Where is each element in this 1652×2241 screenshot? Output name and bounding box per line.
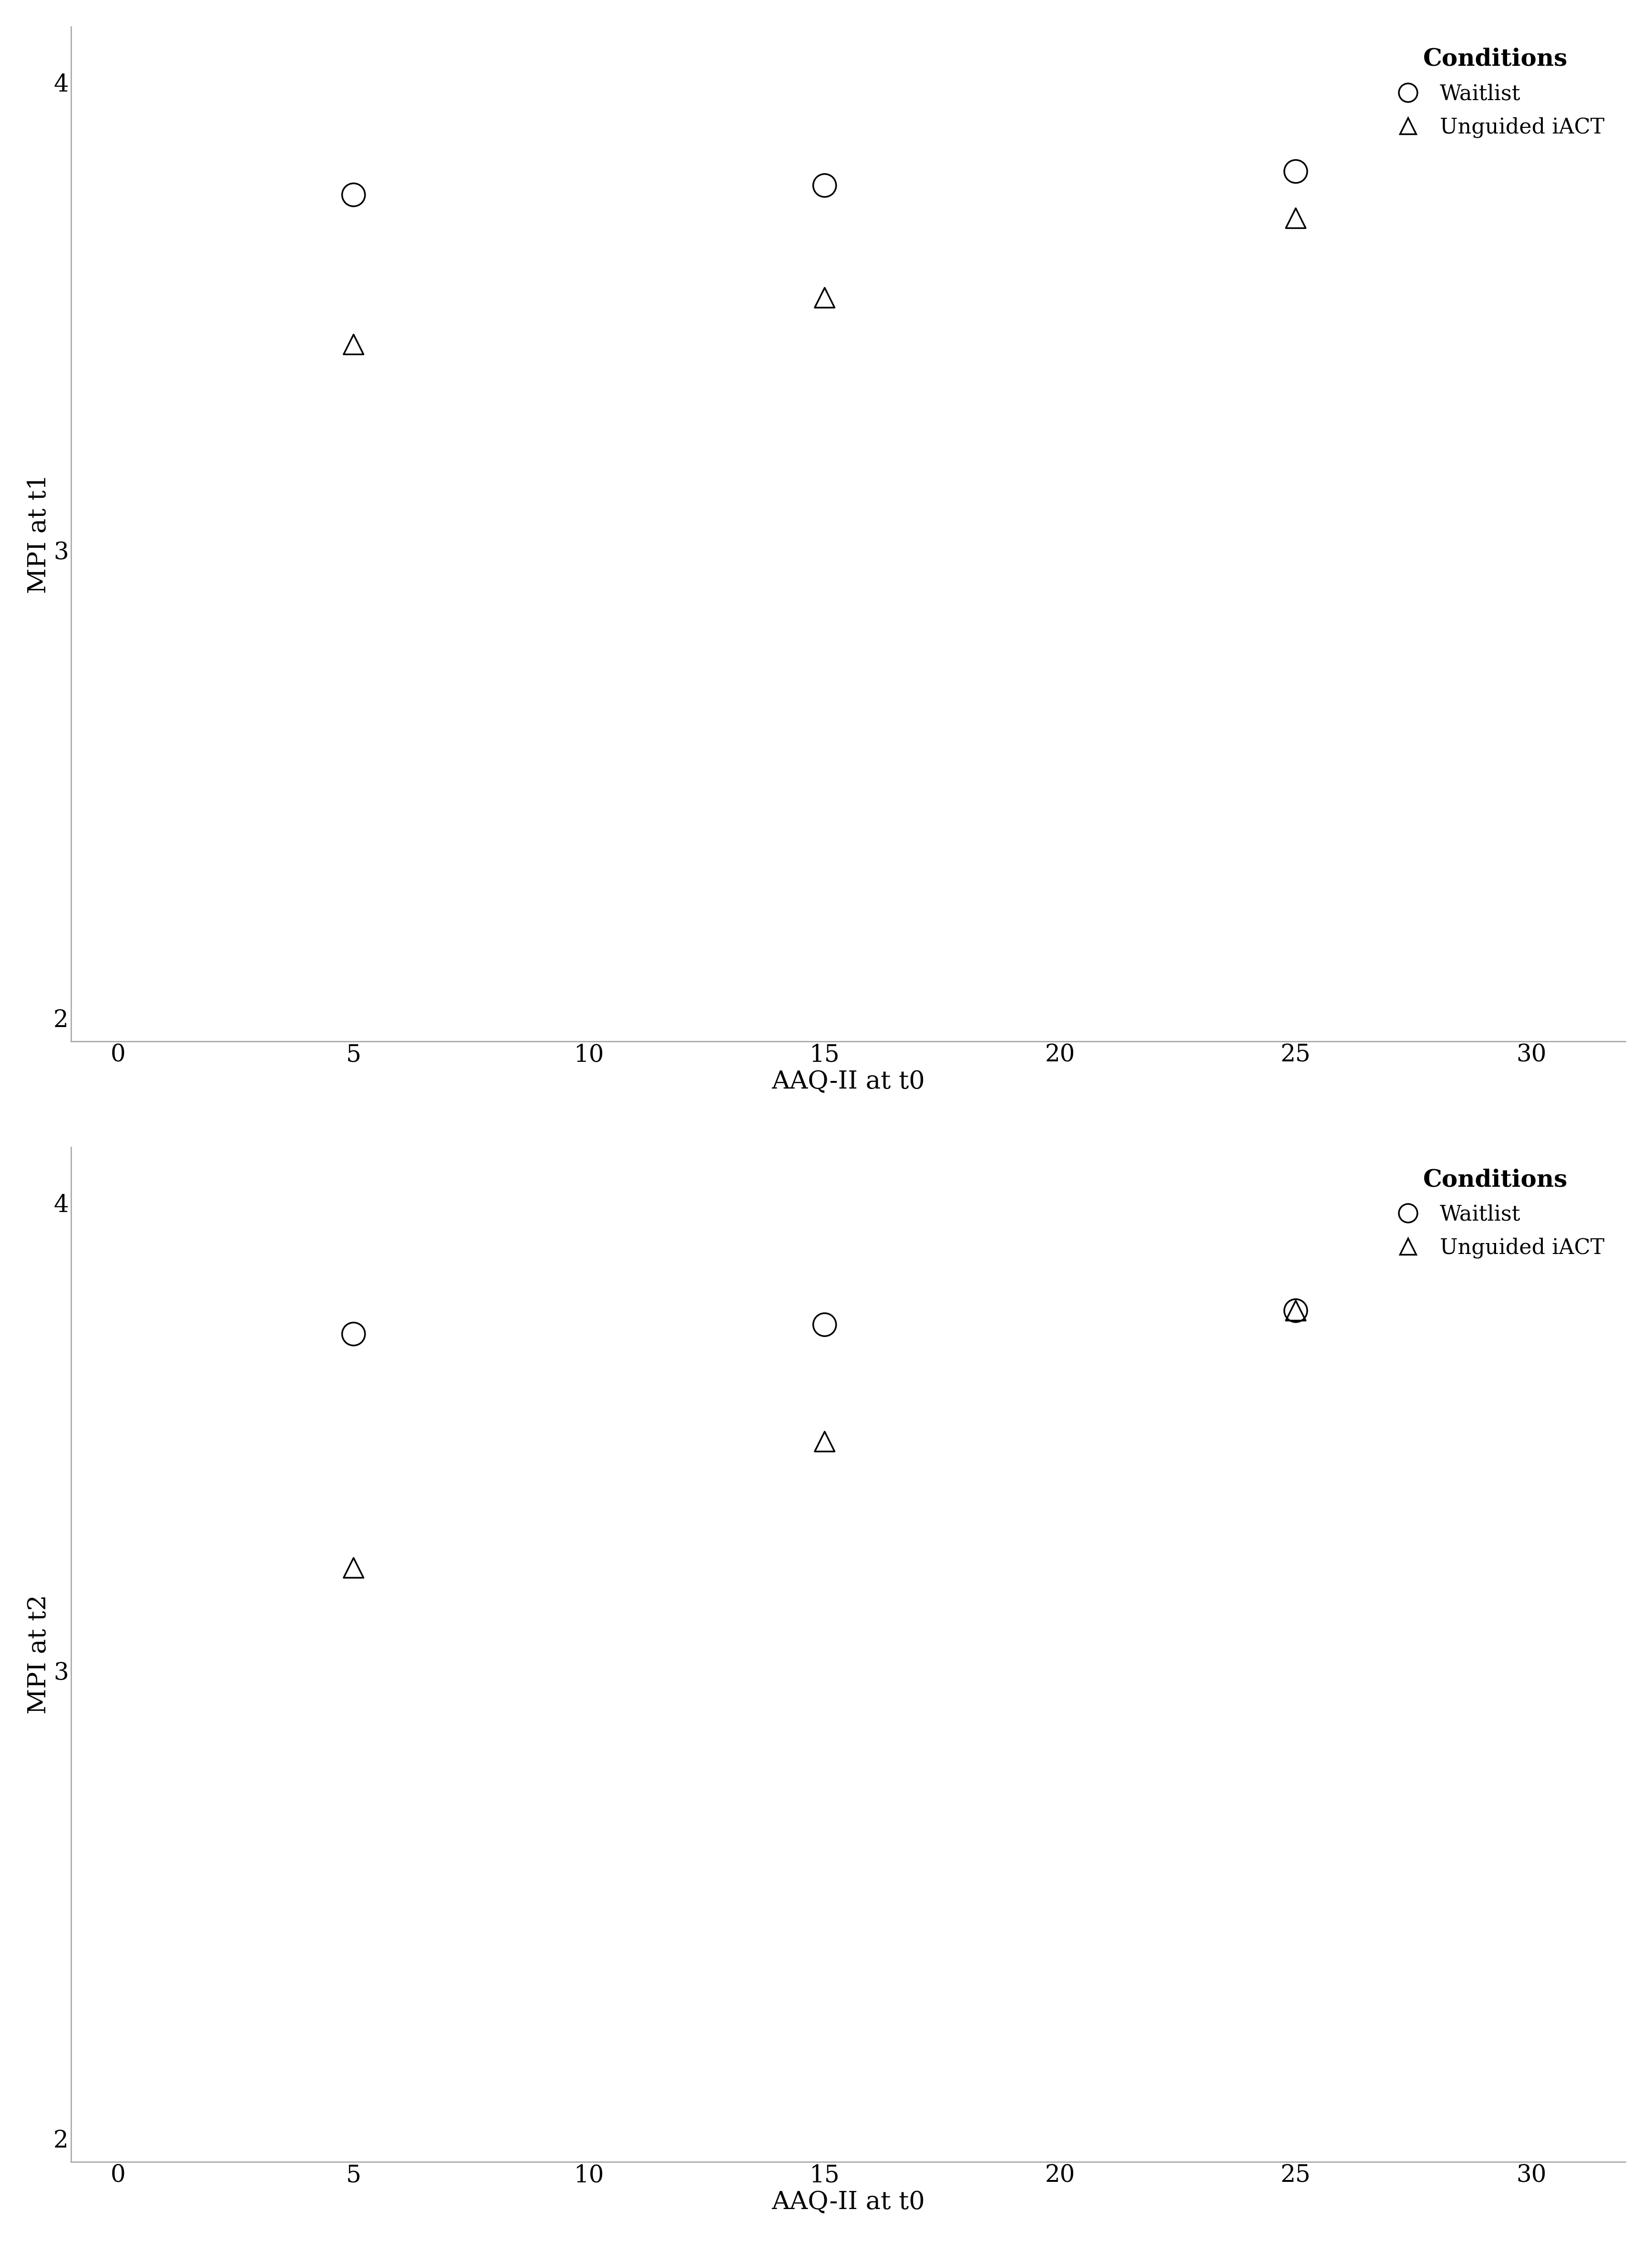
Y-axis label: MPI at t2: MPI at t2 bbox=[26, 1596, 51, 1714]
Legend: Waitlist, Unguided iACT: Waitlist, Unguided iACT bbox=[1376, 38, 1616, 148]
Point bbox=[811, 1307, 838, 1342]
Point bbox=[340, 327, 367, 363]
Y-axis label: MPI at t1: MPI at t1 bbox=[26, 475, 51, 594]
Point bbox=[811, 280, 838, 316]
Point bbox=[1282, 155, 1308, 190]
Point bbox=[340, 1315, 367, 1351]
Point bbox=[340, 177, 367, 213]
Point bbox=[1282, 199, 1308, 235]
Point bbox=[811, 168, 838, 204]
Point bbox=[1282, 1293, 1308, 1329]
X-axis label: AAQ-II at t0: AAQ-II at t0 bbox=[771, 1069, 925, 1094]
Legend: Waitlist, Unguided iACT: Waitlist, Unguided iACT bbox=[1376, 1159, 1616, 1268]
Point bbox=[811, 1423, 838, 1459]
Point bbox=[1282, 1293, 1308, 1329]
X-axis label: AAQ-II at t0: AAQ-II at t0 bbox=[771, 2189, 925, 2214]
Point bbox=[340, 1551, 367, 1587]
